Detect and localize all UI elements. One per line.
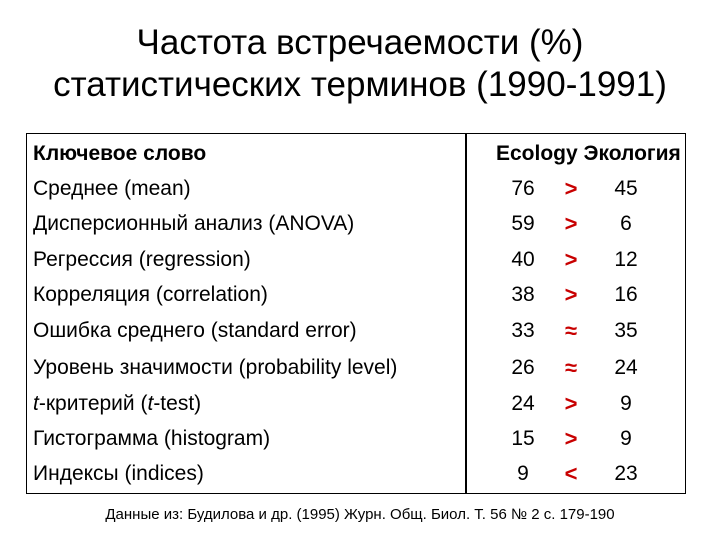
row-ecology-ru-value: 12 [614,248,638,271]
row-ecology-ru-value: 24 [614,356,638,379]
row-ecology-en-value: 9 [517,462,529,485]
row-comparison-sign: ≈ [564,318,578,343]
table-row: Индексы (indices) 9 < 23 [26,456,686,492]
header-ecology-en: Ecology [496,142,578,165]
row-ecology-en-value: 59 [511,212,535,235]
row-ecology-ru-value: 9 [620,392,632,415]
table-row: Гистограмма (histogram) 15 > 9 [26,421,686,457]
row-ecology-ru-value: 23 [614,462,638,485]
title-line-1: Частота встречаемости (%) [136,23,584,62]
row-comparison-sign: > [564,282,578,307]
row-keyword-mid: -критерий ( [38,392,148,415]
row-keyword: Индексы (indices) [33,462,204,485]
row-keyword: Уровень значимости (probability level) [33,356,398,379]
row-ecology-ru-value: 6 [620,212,632,235]
table-header-row: Ключевое слово Ecology Экология [26,136,686,172]
table-row: Среднее (mean) 76 > 45 [26,171,686,207]
row-ecology-en-value: 24 [511,392,535,415]
header-keyword: Ключевое слово [33,142,207,165]
row-ecology-en-value: 26 [511,356,535,379]
table-row: Регрессия (regression) 40 > 12 [26,242,686,278]
source-citation: Данные из: Будилова и др. (1995) Журн. О… [105,506,615,523]
row-comparison-sign: > [564,391,578,416]
row-keyword-tail: -test) [153,392,202,415]
table-row: Уровень значимости (probability level) 2… [26,350,686,386]
row-ecology-ru-value: 45 [614,177,638,200]
row-keyword: Дисперсионный анализ (ANOVA) [33,212,355,235]
row-comparison-sign: > [564,247,578,272]
row-ecology-en-value: 40 [511,248,535,271]
header-journals: Ecology Экология [496,136,681,172]
row-keyword: Ошибка среднего (standard error) [33,319,357,342]
row-ecology-en-value: 76 [511,177,535,200]
row-keyword: Гистограмма (histogram) [33,427,271,450]
table-frame [26,133,686,494]
row-keyword: t-критерий (t-test) [33,386,201,422]
row-comparison-sign: > [564,426,578,451]
row-comparison-sign: > [564,176,578,201]
row-ecology-ru-value: 9 [620,427,632,450]
row-keyword: Корреляция (correlation) [33,283,268,306]
page-title: Частота встречаемости (%) статистических… [0,22,720,106]
table-row: Корреляция (correlation) 38 > 16 [26,277,686,313]
row-keyword: Среднее (mean) [33,177,191,200]
table-divider [465,133,467,494]
row-comparison-sign: < [564,461,578,486]
row-ecology-en-value: 33 [511,319,535,342]
row-ecology-ru-value: 16 [614,283,638,306]
row-ecology-en-value: 38 [511,283,535,306]
t-letter: t [147,392,154,415]
row-comparison-sign: ≈ [564,355,578,380]
t-letter: t [33,392,39,415]
table-row: Дисперсионный анализ (ANOVA) 59 > 6 [26,206,686,242]
row-keyword: Регрессия (regression) [33,248,251,271]
header-ecology-ru: Экология [583,142,681,165]
row-ecology-ru-value: 35 [614,319,638,342]
table-row: Ошибка среднего (standard error) 33 ≈ 35 [26,313,686,349]
row-comparison-sign: > [564,211,578,236]
table-row: t-критерий (t-test) 24 > 9 [26,386,686,422]
row-ecology-en-value: 15 [511,427,535,450]
title-line-2: статистических терминов (1990-1991) [53,65,667,104]
